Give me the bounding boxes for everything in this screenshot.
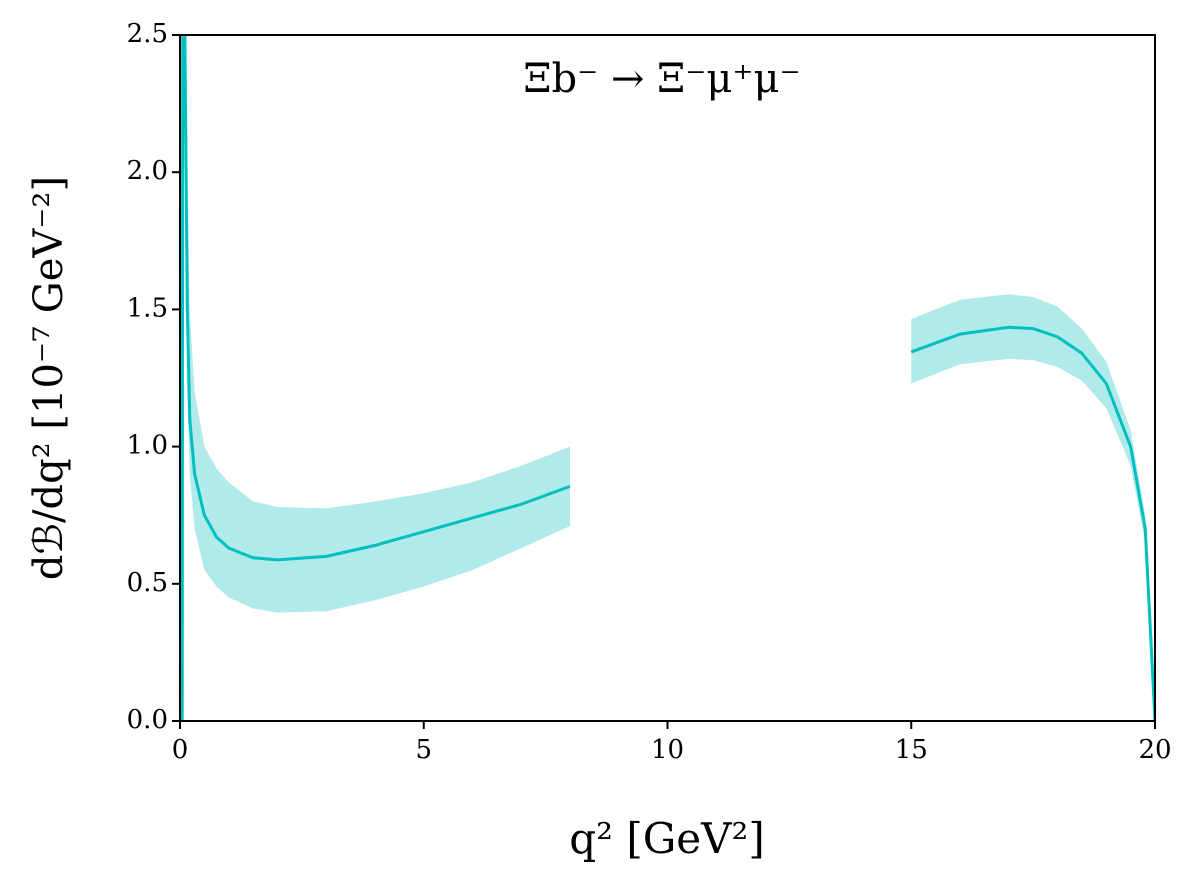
y-tick-label: 2.5 [127,19,168,49]
error-band [182,35,570,721]
x-tick-label: 0 [172,735,189,765]
chart-title: Ξb⁻ → Ξ⁻μ⁺μ⁻ [523,56,800,102]
y-tick-label: 0.0 [127,705,168,735]
y-tick-label: 0.5 [127,568,168,598]
y-tick-label: 1.0 [127,431,168,461]
plot-frame [179,34,1156,722]
x-tick-label: 5 [415,735,432,765]
plot-area [180,35,1155,721]
y-axis-label: dℬ/dq² [10⁻⁷ GeV⁻²] [26,176,72,580]
x-tick-label: 15 [895,735,928,765]
x-axis-label: q² [GeV²] [569,814,764,863]
central-line [910,325,1155,721]
x-tick-label: 20 [1138,735,1171,765]
x-tick-label: 10 [651,735,684,765]
error-band [911,294,1155,721]
y-tick-label: 1.5 [127,293,168,323]
y-tick-label: 2.0 [127,156,168,186]
central-line [180,35,571,721]
